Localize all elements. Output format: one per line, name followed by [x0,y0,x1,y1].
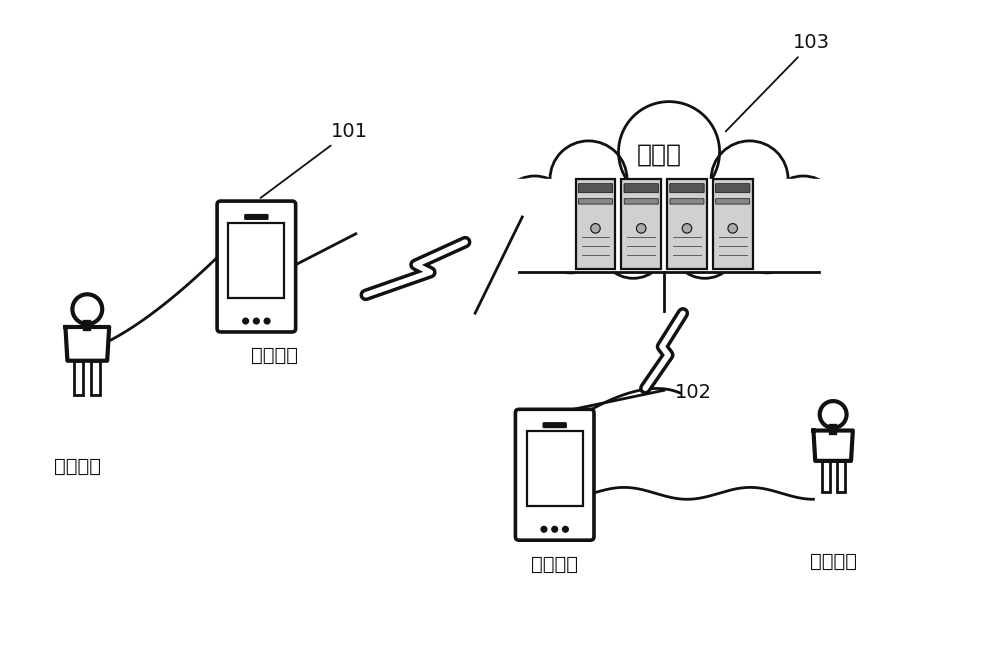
Circle shape [711,141,788,218]
Text: 第一终端: 第一终端 [251,346,298,365]
Bar [713,179,753,268]
FancyBboxPatch shape [245,215,268,219]
Bar [91,361,100,396]
FancyBboxPatch shape [578,184,613,193]
Polygon shape [813,430,853,461]
Bar [837,461,845,492]
Text: 服务器: 服务器 [637,142,682,167]
Circle shape [600,211,667,278]
FancyBboxPatch shape [515,409,594,540]
Circle shape [767,176,839,248]
FancyBboxPatch shape [543,423,566,428]
FancyBboxPatch shape [217,201,296,332]
Circle shape [619,102,720,203]
Bar [527,432,583,506]
Text: 102: 102 [675,383,712,402]
FancyBboxPatch shape [670,184,704,193]
Circle shape [537,206,604,273]
Text: 目标用户: 目标用户 [810,552,857,571]
Circle shape [243,318,248,324]
FancyBboxPatch shape [715,184,750,193]
Text: 101: 101 [261,122,368,198]
Text: 第二终端: 第二终端 [531,554,578,573]
FancyBboxPatch shape [624,184,658,193]
FancyBboxPatch shape [624,199,658,204]
Circle shape [820,401,847,428]
Bar [74,361,83,396]
Circle shape [552,526,558,532]
Bar [228,223,284,298]
Text: 第一用户: 第一用户 [54,457,101,476]
Circle shape [734,206,801,273]
Circle shape [682,224,692,233]
Bar [667,179,707,268]
Circle shape [499,176,571,248]
Circle shape [728,224,737,233]
FancyBboxPatch shape [578,199,612,204]
Circle shape [591,224,600,233]
Circle shape [671,211,739,278]
Polygon shape [65,327,109,361]
Circle shape [253,318,259,324]
FancyBboxPatch shape [716,199,750,204]
Circle shape [636,224,646,233]
Text: 103: 103 [726,33,830,131]
FancyBboxPatch shape [670,199,704,204]
Bar [822,461,830,492]
Bar [621,179,661,268]
Bar [481,179,857,272]
Circle shape [541,526,547,532]
Bar [576,179,615,268]
Circle shape [72,295,102,324]
Circle shape [264,318,270,324]
Circle shape [550,141,627,218]
Circle shape [563,526,568,532]
